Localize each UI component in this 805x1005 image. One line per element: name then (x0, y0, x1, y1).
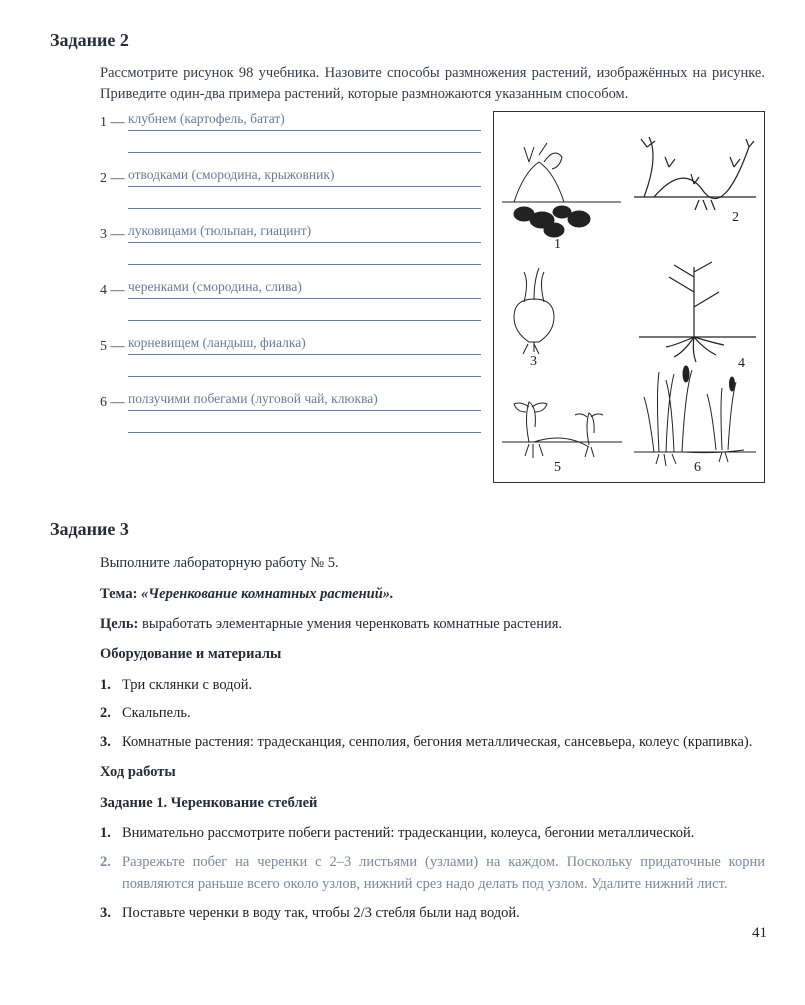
diagram-label-1: 1 (554, 237, 561, 253)
step-text: Поставьте черенки в воду так, чтобы 2/3 … (122, 902, 765, 924)
plant-diagram-svg (494, 112, 764, 482)
task2-prompt: Рассмотрите рисунок 98 учебника. Назовит… (100, 63, 765, 105)
diagram-label-6: 6 (694, 460, 701, 476)
item-number: 3. (100, 731, 122, 753)
answer-blank (128, 245, 481, 265)
answer-text: корневищем (ландыш, фиалка) (128, 335, 481, 355)
step-item: 3. Поставьте черенки в воду так, чтобы 2… (100, 902, 765, 924)
item-number: 2. (100, 702, 122, 724)
goal-label: Цель: (100, 616, 138, 632)
goal-value: выработать элементарные умения черенкова… (142, 616, 562, 632)
item-text: Скальпель. (122, 702, 765, 724)
answer-number: 2 — (100, 171, 128, 187)
equipment-item: 2. Скальпель. (100, 702, 765, 724)
diagram-label-3: 3 (530, 354, 537, 370)
step-item: 2. Разрежьте побег на черенки с 2–3 лист… (100, 851, 765, 896)
step-text: Разрежьте побег на черенки с 2–3 листьям… (122, 851, 765, 896)
answer-row: 3 — луковицами (тюльпан, гиацинт) (100, 223, 481, 243)
task3-intro: Выполните лабораторную работу № 5. (100, 552, 765, 574)
diagram-label-4: 4 (738, 356, 745, 372)
answer-blank (128, 301, 481, 321)
progress-title: Ход работы (100, 761, 765, 783)
diagram-label-5: 5 (554, 460, 561, 476)
answer-number: 3 — (100, 227, 128, 243)
task2-title: Задание 2 (50, 30, 765, 51)
task2-answers: 1 — клубнем (картофель, батат) 2 — отвод… (100, 111, 481, 483)
step-number: 1. (100, 822, 122, 844)
answer-number: 5 — (100, 339, 128, 355)
answer-text: черенками (смородина, слива) (128, 279, 481, 299)
step-item: 1. Внимательно рассмотрите побеги растен… (100, 822, 765, 844)
diagram-label-2: 2 (732, 210, 739, 226)
plant-diagram: 1 2 3 4 5 6 (493, 111, 765, 483)
equipment-title: Оборудование и материалы (100, 643, 765, 665)
task3-title: Задание 3 (50, 519, 765, 540)
page-number: 41 (752, 925, 767, 942)
answer-blank (128, 133, 481, 153)
answer-number: 1 — (100, 115, 128, 131)
answer-row: 1 — клубнем (картофель, батат) (100, 111, 481, 131)
answer-number: 4 — (100, 283, 128, 299)
step-text: Внимательно рассмотрите побеги растений:… (122, 822, 765, 844)
step-number: 2. (100, 851, 122, 896)
answer-blank (128, 189, 481, 209)
subtask-title: Задание 1. Черенкование стеблей (100, 792, 765, 814)
topic-label: Тема: (100, 586, 137, 602)
answer-row: 6 — ползучими побегами (луговой чай, клю… (100, 391, 481, 411)
item-text: Комнатные растения: традесканция, сенпол… (122, 731, 765, 753)
answer-row: 4 — черенками (смородина, слива) (100, 279, 481, 299)
answer-text: ползучими побегами (луговой чай, клюква) (128, 391, 481, 411)
item-text: Три склянки с водой. (122, 674, 765, 696)
task3-goal: Цель: выработать элементарные умения чер… (100, 613, 765, 635)
answer-text: отводками (смородина, крыжовник) (128, 167, 481, 187)
answer-row: 2 — отводками (смородина, крыжовник) (100, 167, 481, 187)
answer-blank (128, 413, 481, 433)
equipment-item: 1. Три склянки с водой. (100, 674, 765, 696)
topic-value: «Черенкование комнатных растений». (141, 586, 394, 602)
answer-number: 6 — (100, 395, 128, 411)
answer-text: луковицами (тюльпан, гиацинт) (128, 223, 481, 243)
step-number: 3. (100, 902, 122, 924)
equipment-item: 3. Комнатные растения: традесканция, сен… (100, 731, 765, 753)
answer-row: 5 — корневищем (ландыш, фиалка) (100, 335, 481, 355)
answer-text: клубнем (картофель, батат) (128, 111, 481, 131)
task3-topic: Тема: «Черенкование комнатных растений». (100, 583, 765, 605)
answer-blank (128, 357, 481, 377)
item-number: 1. (100, 674, 122, 696)
